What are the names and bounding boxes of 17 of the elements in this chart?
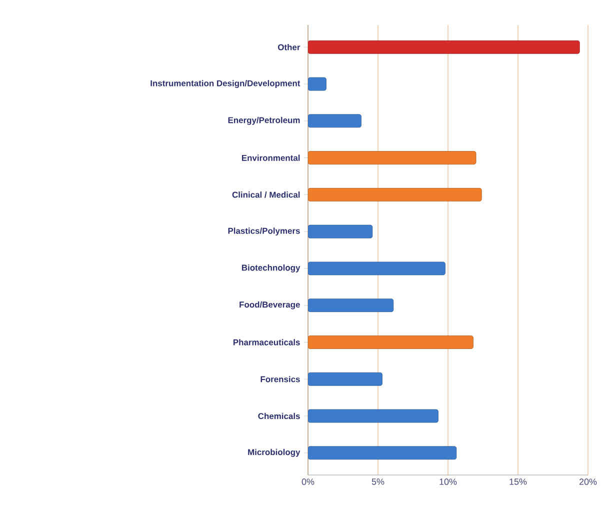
y-tick-label: Environmental [242,154,300,161]
y-tick-label: Microbiology [248,448,300,457]
x-tick-label: 0% [302,478,314,485]
y-tick-label: Clinical / Medical [232,192,300,198]
x-tick-label: 10% [440,478,457,485]
y-tick-label: Instrumentation Design/Development [150,80,300,88]
y-tick-label: Forensics [260,376,300,382]
x-tick-label: 5% [372,478,384,485]
y-tick-label: Plastics/Polymers [228,228,300,236]
y-tick-label: Energy/Petroleum [228,116,300,125]
y-tick-label: Other [278,44,300,50]
x-tick-label: 15% [510,478,527,485]
y-tick-label: Biotechnology [242,264,300,272]
y-tick-label: Pharmaceuticals [233,339,300,346]
y-tick-label: Food/Beverage [240,301,300,310]
y-tick-label: Chemicals [258,412,300,420]
x-tick-label: 20% [579,478,597,485]
